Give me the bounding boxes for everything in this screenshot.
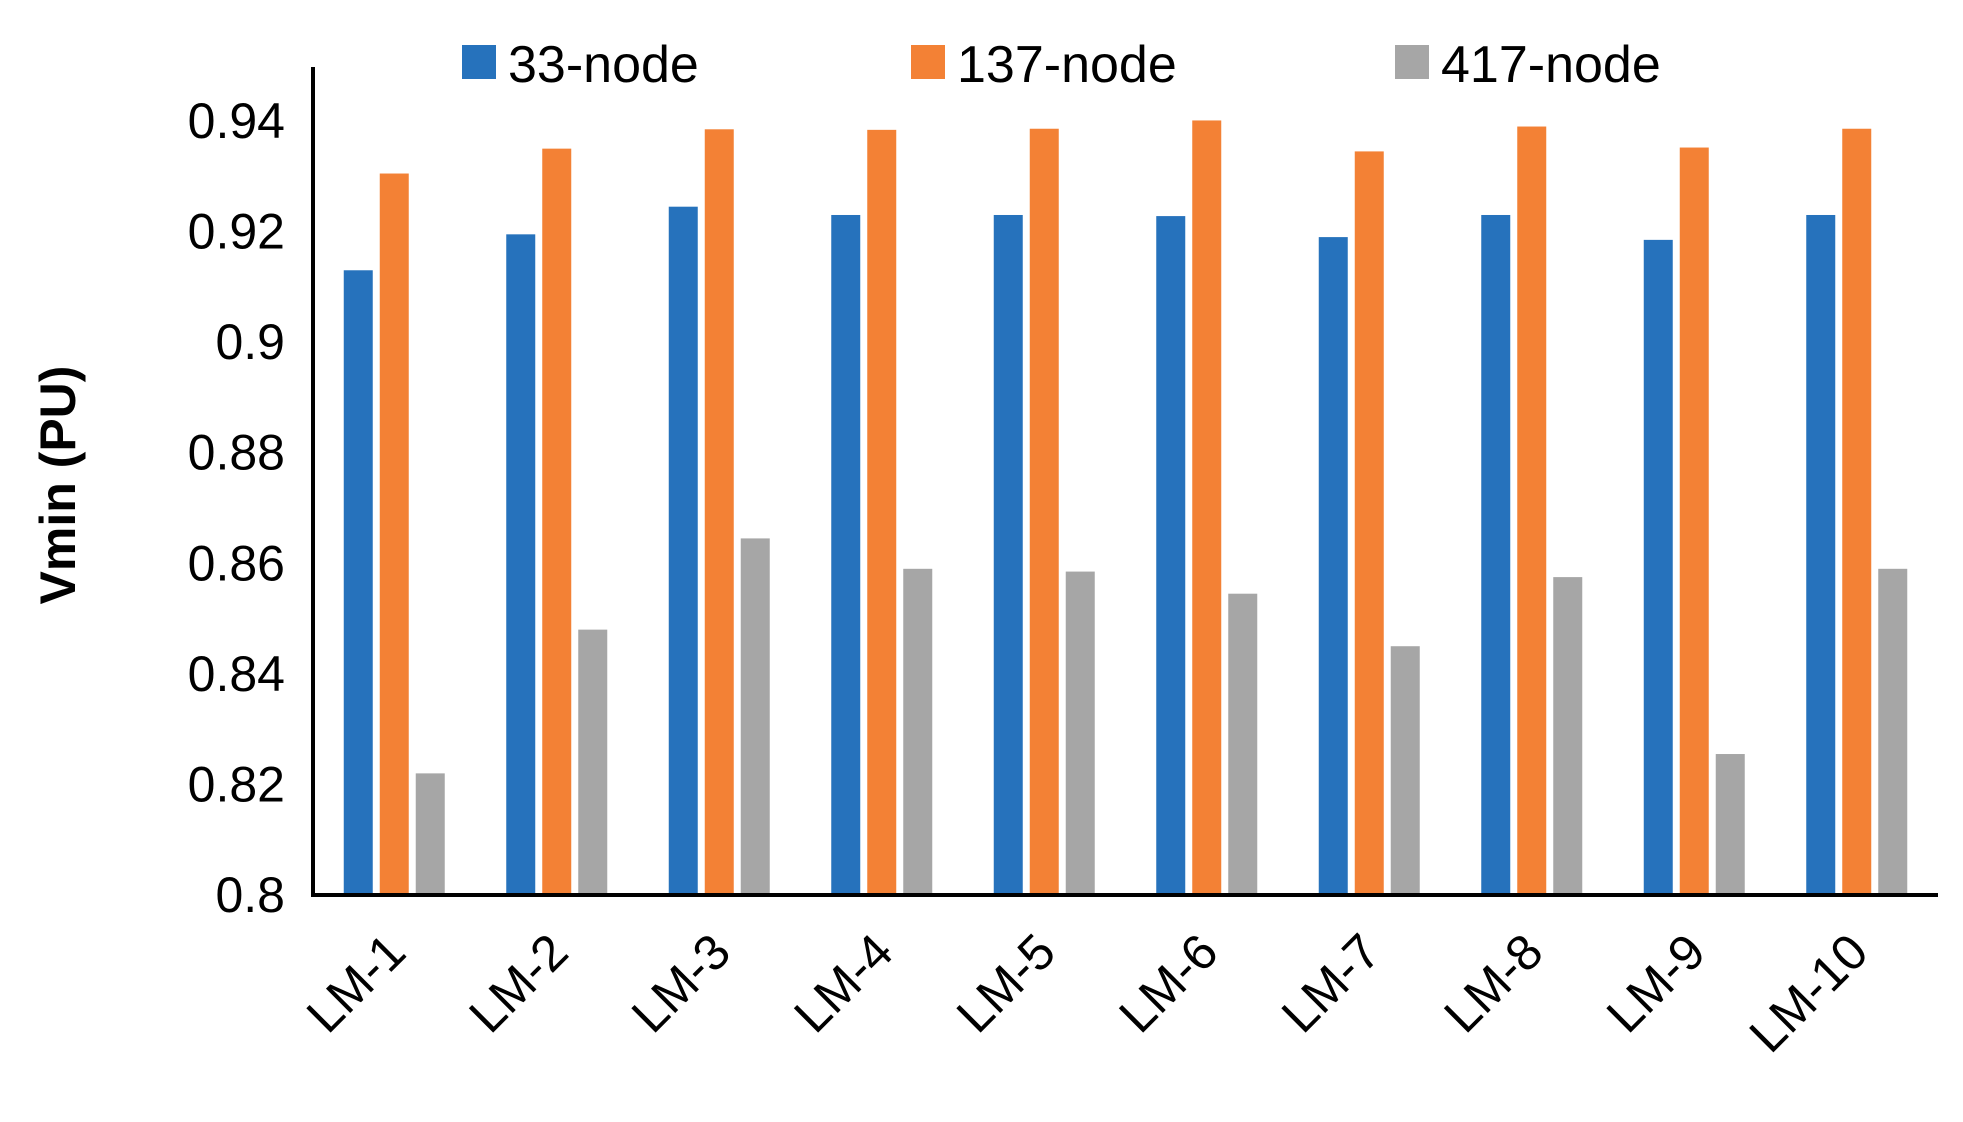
bar-33-node-LM-1 [343,270,373,895]
bar-33-node-LM-3 [668,206,698,895]
y-tick-label: 0.82 [188,756,285,812]
bar-417-node-LM-5 [1065,571,1095,895]
bar-137-node-LM-9 [1679,147,1709,896]
y-tick-label: 0.86 [188,535,285,591]
x-tick-label: LM-7 [1271,923,1391,1043]
bar-33-node-LM-10 [1806,214,1836,895]
x-tick-label: LM-8 [1433,923,1553,1043]
bar-137-node-LM-5 [1029,128,1059,896]
y-tick-label: 0.88 [188,425,285,481]
x-axis-labels: LM-1 LM-2 LM-3 LM-4 LM-5 LM-6 LM-7 LM-8 LM-9 LM-1… [296,923,1879,1063]
legend-swatch-137-node [911,45,945,79]
bar-417-node-LM-3 [740,538,770,895]
bar-417-node-LM-1 [415,773,445,895]
y-tick-label: 0.84 [188,646,285,702]
x-tick-label: LM-6 [1108,923,1228,1043]
bar-33-node-LM-7 [1318,237,1348,896]
y-tick-label: 0.92 [188,204,285,260]
bars [343,120,1908,896]
bar-137-node-LM-3 [704,129,734,896]
bar-417-node-LM-10 [1878,568,1908,895]
x-tick-label: LM-10 [1739,923,1879,1063]
bar-417-node-LM-8 [1553,577,1583,895]
legend-label: 33-node [508,36,699,94]
bar-417-node-LM-2 [578,629,608,895]
y-axis-title: Vmin (PU) [30,366,86,605]
y-tick-label: 0.8 [215,867,285,923]
legend-label: 417-node [1441,36,1661,94]
legend: 33-node 137-node 417-node [462,36,1661,94]
bar-137-node-LM-4 [867,129,897,896]
x-tick-label: LM-5 [946,923,1066,1043]
bar-33-node-LM-5 [993,214,1023,895]
y-tick-label: 0.9 [215,314,285,370]
bar-33-node-LM-8 [1481,214,1511,895]
bar-33-node-LM-9 [1643,239,1673,896]
bar-417-node-LM-9 [1715,754,1745,895]
y-tick-label: 0.94 [188,93,285,149]
bar-417-node-LM-4 [903,568,933,895]
legend-swatch-33-node [462,45,496,79]
bar-137-node-LM-8 [1517,126,1547,896]
bar-33-node-LM-2 [506,234,536,896]
bar-33-node-LM-4 [831,214,861,895]
legend-swatch-417-node [1395,45,1429,79]
x-tick-label: LM-1 [296,923,416,1043]
y-axis-ticks: 0.8 0.82 0.84 0.86 0.88 0.9 0.92 0.94 [188,93,285,923]
legend-label: 137-node [957,36,1177,94]
bar-417-node-LM-6 [1228,593,1258,895]
bar-137-node-LM-7 [1354,151,1384,895]
bar-417-node-LM-7 [1390,646,1420,895]
x-tick-label: LM-9 [1596,923,1716,1043]
bar-137-node-LM-2 [542,148,572,896]
bar-137-node-LM-1 [379,173,409,895]
x-tick-label: LM-2 [458,923,578,1043]
bar-137-node-LM-10 [1842,128,1872,896]
bar-33-node-LM-6 [1156,216,1186,895]
x-tick-label: LM-4 [783,923,903,1043]
x-tick-label: LM-3 [621,923,741,1043]
bar-137-node-LM-6 [1192,120,1222,895]
